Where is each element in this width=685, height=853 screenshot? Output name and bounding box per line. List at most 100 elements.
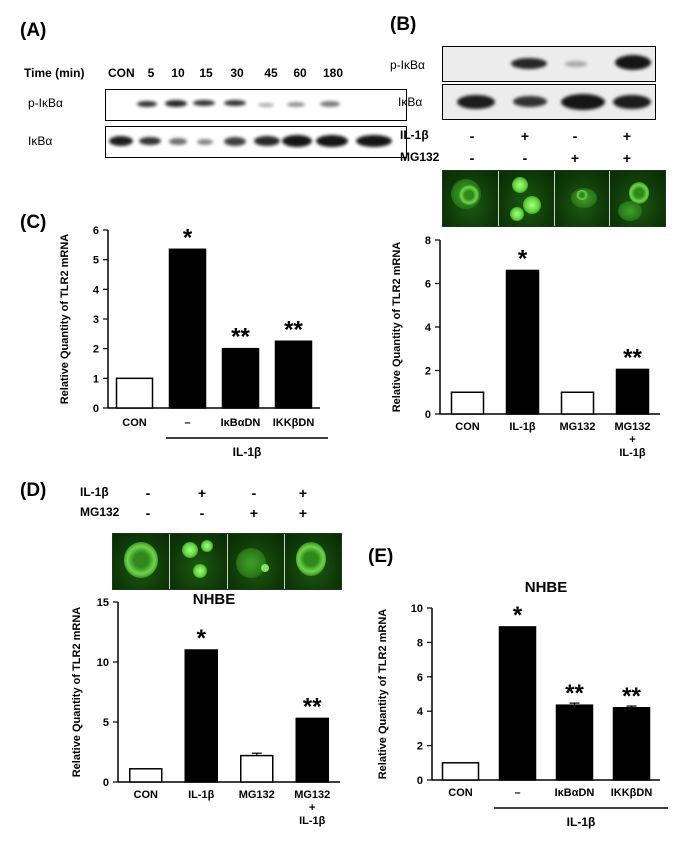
- panel-a-time-1: 5: [147, 66, 155, 80]
- chart-B-bar-1: [505, 269, 540, 415]
- chart-d: NHBE 0 5 10 15 Relative Quantity of TLR2 mRNA…: [71, 592, 340, 827]
- chart-B-bar-2: [560, 391, 595, 415]
- chart-D-sig-3: **: [303, 693, 322, 720]
- d-treat-sign-0-0: -: [145, 485, 151, 501]
- panel-a-time-4: 30: [230, 66, 244, 80]
- d-micro-cell-3-spot-0: [296, 542, 326, 577]
- chart-E-sig-1: *: [513, 602, 523, 629]
- b-treat-sign-1-1: -: [522, 150, 528, 166]
- chart-C-cat-1: –: [184, 417, 190, 429]
- panel-a-time-7: 180: [322, 66, 344, 80]
- d-micro-cell-1: [170, 534, 228, 589]
- d-treat-name-1: MG132: [80, 505, 120, 519]
- chart-E-bar-1: [498, 626, 537, 781]
- chart-B-sig-1: *: [518, 245, 528, 272]
- panel-b-label: (B): [390, 14, 417, 35]
- panel-d-micrographs: [112, 533, 342, 590]
- chart-D-cat-0: CON: [134, 789, 159, 801]
- chart-C-sig-2: **: [231, 324, 250, 351]
- b-micro-cell-3: [610, 171, 665, 226]
- b-blot2-band-3: [613, 95, 651, 109]
- chart-E-cat-0: CON: [448, 787, 473, 799]
- chart-D-ylabel: Relative Quantity of TLR2 mRNA: [71, 607, 83, 778]
- chart-E-sig-2: **: [565, 680, 584, 707]
- chart-C-sig-3: **: [284, 316, 303, 343]
- chart-D-bar-3: [295, 717, 329, 783]
- d-treat-sign-1-2: +: [249, 505, 259, 521]
- b-blot2-band-2: [561, 94, 605, 110]
- chart-D-bar-0: [129, 768, 163, 783]
- chart-E-group-label: IL-1β: [567, 815, 596, 829]
- chart-B-cat-3-1: +: [629, 434, 635, 446]
- chart-C-bar-2: [221, 347, 260, 409]
- chart-B-cat-0: CON: [455, 421, 480, 433]
- panel-a-time-5: 45: [264, 66, 278, 80]
- a-blot2-band-1: [139, 137, 161, 145]
- chart-D-tick-label-3: 15: [97, 597, 109, 609]
- chart-C-ylabel: Relative Quantity of TLR2 mRNA: [59, 234, 71, 405]
- chart-B-tick-label-2: 4: [425, 322, 432, 334]
- a-blot1-band-3: [224, 100, 246, 106]
- a-blot2-band-2: [169, 138, 187, 145]
- a-blot1-band-0: [137, 101, 157, 107]
- d-micro-cell-1-spot-2: [192, 564, 207, 579]
- chart-D-cat-1: IL-1β: [188, 789, 215, 801]
- chart-B-cat-3-2: IL-1β: [619, 447, 646, 459]
- d-micro-cell-2-spot-0: [235, 547, 266, 578]
- b-blot2-band-0: [457, 95, 495, 109]
- d-micro-cell-3: [284, 534, 341, 589]
- b-treat-sign-1-2: +: [570, 150, 580, 166]
- panel-c-label: (C): [20, 212, 47, 233]
- a-blot2-band-0: [109, 136, 133, 146]
- b-treat-sign-0-0: -: [469, 128, 475, 144]
- chart-D-tick-label-1: 5: [103, 717, 109, 729]
- b-treat-sign-1-0: -: [469, 150, 475, 166]
- chart-C-tick-label-0: 0: [93, 403, 99, 415]
- chart-E-tick-label-2: 4: [417, 706, 424, 718]
- d-micro-cell-1-spot-1: [201, 539, 214, 552]
- chart-B-tick-label-4: 8: [425, 235, 431, 247]
- chart-C-bar-3: [274, 340, 313, 409]
- chart-D-tick-label-0: 0: [103, 777, 109, 789]
- b-treat-sign-0-2: -: [572, 128, 578, 144]
- a-blot1-band-1: [165, 100, 187, 107]
- b-treat-sign-0-3: +: [622, 128, 632, 144]
- b-micro-cell-3-spot-1: [618, 201, 643, 222]
- chart-C-tick-label-6: 6: [93, 225, 99, 237]
- chart-E-cat-2: IκBαDN: [555, 787, 595, 799]
- panel-a-row-ikba: IκBα: [28, 134, 53, 148]
- chart-D-cat-3-2: IL-1β: [299, 815, 326, 827]
- chart-c: 0 1 2 3 4 5 6 Relative Quantity of TLR2 mRNA CON…: [59, 224, 328, 459]
- d-treat-name-0: IL-1β: [80, 485, 109, 499]
- d-treat-sign-0-3: +: [298, 485, 308, 501]
- panel-a-blot-ikba: [105, 126, 407, 158]
- b-micro-cell-1-spot-1: [523, 195, 542, 214]
- d-treat-sign-1-0: -: [145, 505, 151, 521]
- b-micro-cell-0-spot-1: [459, 184, 480, 205]
- b-blot1-band-2: [615, 55, 651, 70]
- d-micro-cell-0-spot-0: [124, 542, 159, 579]
- a-blot2-band-5: [254, 136, 280, 146]
- chart-C-tick-label-1: 1: [93, 373, 99, 385]
- b-micro-cell-0: [443, 171, 499, 226]
- chart-C-cat-0: CON: [122, 417, 147, 429]
- b-micro-cell-2: [554, 171, 611, 226]
- chart-D-title: NHBE: [193, 592, 236, 608]
- panel-a-blot-p-ikba: [105, 89, 407, 121]
- chart-D-cat-3-0: MG132: [294, 789, 330, 801]
- a-blot2-band-6: [282, 135, 312, 147]
- panel-a-time-3: 15: [199, 66, 213, 80]
- chart-C-tick-label-5: 5: [93, 255, 99, 267]
- d-treat-sign-1-1: -: [199, 505, 205, 521]
- a-blot1-band-5: [287, 102, 305, 107]
- chart-D-bar-2: [240, 754, 274, 783]
- panel-b-micrographs: [442, 170, 666, 227]
- d-micro-cell-0: [113, 534, 171, 589]
- b-micro-cell-3-spot-0: [629, 182, 650, 204]
- a-blot1-band-6: [320, 101, 340, 107]
- chart-D-sig-1: *: [197, 625, 207, 652]
- a-blot1-band-2: [193, 100, 215, 106]
- a-blot2-band-4: [224, 137, 246, 146]
- chart-b: 0 2 4 6 8 Relative Quantity of TLR2 mRNA CON * I…: [391, 235, 660, 459]
- chart-C-tick-label-4: 4: [93, 284, 100, 296]
